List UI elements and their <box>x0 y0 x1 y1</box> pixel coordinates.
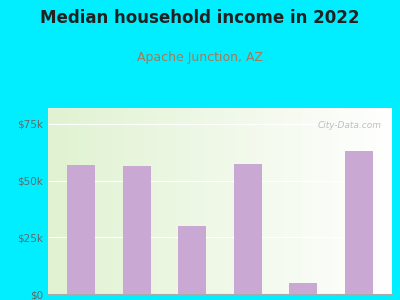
Bar <box>289 283 317 294</box>
Bar <box>68 165 95 294</box>
Text: Apache Junction, AZ: Apache Junction, AZ <box>137 51 263 64</box>
Text: City-Data.com: City-Data.com <box>318 121 382 130</box>
Bar <box>178 226 206 294</box>
Bar <box>123 166 151 294</box>
Text: Median household income in 2022: Median household income in 2022 <box>40 9 360 27</box>
Bar <box>345 151 372 294</box>
Bar <box>234 164 262 294</box>
